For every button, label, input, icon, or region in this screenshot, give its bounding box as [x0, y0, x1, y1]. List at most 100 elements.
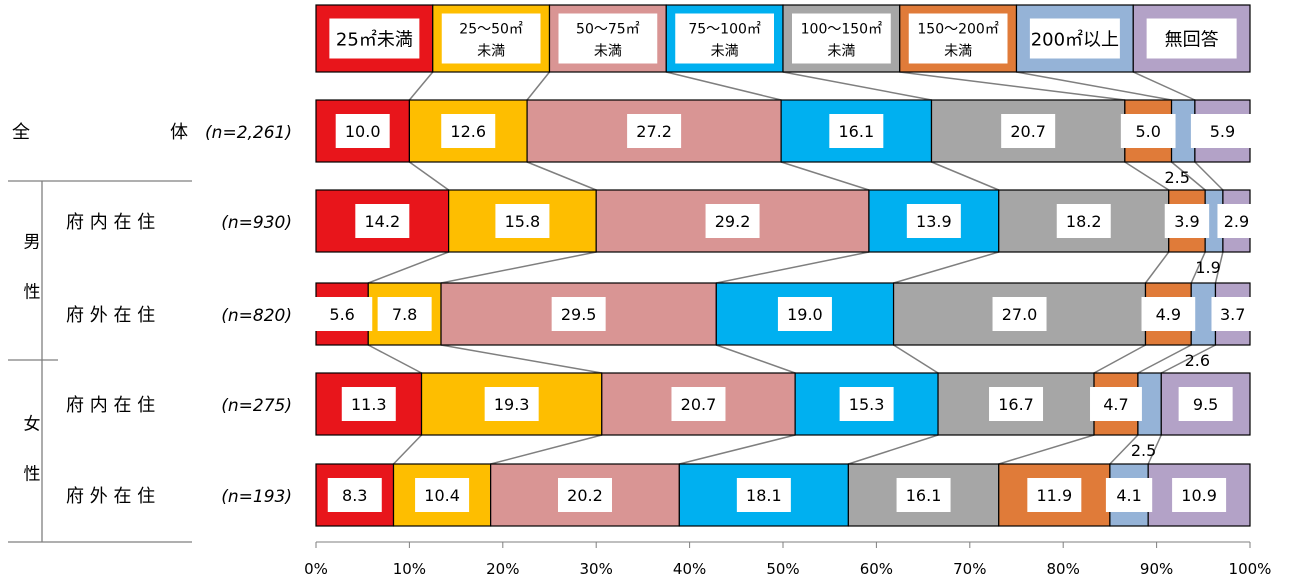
data-label-bg: [312, 297, 373, 331]
data-label-bg: [1105, 478, 1153, 512]
connector-line: [1214, 251, 1224, 284]
connector-line: [931, 161, 1000, 191]
connector-line: [1171, 161, 1206, 191]
row-label: 府 外 在 住: [66, 305, 155, 326]
data-label-bg: [989, 387, 1044, 421]
data-label-bg: [1178, 387, 1233, 421]
data-label: 7.8: [392, 305, 417, 324]
data-label: 4.1: [1116, 486, 1141, 505]
data-label-bg: [1217, 204, 1256, 238]
data-label-bg: [1001, 114, 1056, 148]
data-label: 13.9: [916, 212, 952, 231]
connector-line: [392, 434, 423, 465]
connector-line: [1190, 251, 1206, 284]
legend-label: 25㎡未満: [336, 29, 413, 51]
data-label: 9.5: [1193, 395, 1218, 414]
connector-line: [716, 344, 796, 374]
legend-label-bg: [329, 18, 420, 59]
legend-label: 未満: [827, 44, 855, 60]
legend-label: 未満: [594, 44, 622, 60]
data-label: 2.9: [1224, 212, 1249, 231]
data-label: 11.3: [351, 395, 387, 414]
data-label-bg: [341, 387, 396, 421]
connector-line: [1147, 434, 1162, 465]
legend-label-bg: [1029, 18, 1120, 59]
x-tick-label: 70%: [953, 560, 986, 578]
legend-label: 50～75㎡: [576, 22, 640, 38]
connector-line: [1016, 71, 1172, 101]
data-label-bg: [355, 204, 410, 238]
legend-label: 未満: [711, 44, 739, 60]
x-axis: 0% 10% 20% 30% 40% 50% 60% 70% 80% 90% 100%: [304, 541, 1271, 578]
data-label: 16.7: [998, 395, 1034, 414]
connector-line: [1160, 344, 1216, 374]
data-label: 5.6: [329, 305, 354, 324]
data-label: 3.9: [1174, 212, 1199, 231]
legend-label: 100～150㎡: [801, 22, 882, 38]
row-labels: 全 体 (n=2,261) 府 内 在 住 (n=930) 府 外 在 住 (n=820) 府…: [8, 122, 292, 543]
row-label: 体: [170, 122, 188, 143]
bar-segment: [1160, 372, 1251, 436]
x-tick-label: 0%: [304, 560, 328, 578]
data-label-bg: [896, 478, 951, 512]
legend-label-bg: [1146, 18, 1237, 59]
data-label-bg: [1090, 387, 1142, 421]
connector-line: [408, 161, 450, 191]
bar-segment: [998, 463, 1111, 527]
data-label: 14.2: [365, 212, 401, 231]
data-label-bg: [441, 114, 496, 148]
group-label: 女: [24, 415, 41, 435]
group-label: 男: [24, 233, 41, 253]
data-label: 16.1: [839, 122, 875, 141]
data-label: 20.7: [1010, 122, 1046, 141]
data-label-bg: [1027, 478, 1082, 512]
data-label-bg: [1211, 297, 1254, 331]
data-label: 5.9: [1210, 122, 1235, 141]
data-label: 1.9: [1195, 258, 1220, 277]
data-label: 19.0: [787, 305, 823, 324]
data-label: 11.9: [1037, 486, 1073, 505]
connector-line: [893, 251, 999, 284]
data-label: 15.8: [505, 212, 541, 231]
row-n-label: (n=193): [221, 487, 292, 507]
data-label: 4.7: [1103, 395, 1128, 414]
data-label: 3.7: [1220, 305, 1245, 324]
data-label-bg: [415, 478, 470, 512]
data-label-bg: [327, 478, 382, 512]
legend-label: 無回答: [1165, 30, 1219, 51]
x-tick-label: 60%: [860, 560, 893, 578]
data-label: 2.5: [1164, 168, 1189, 187]
x-tick-label: 30%: [580, 560, 613, 578]
data-label-bg: [627, 114, 682, 148]
row-label: 全: [12, 122, 30, 143]
legend-label-bg: [908, 13, 1008, 64]
data-label-bg: [335, 114, 390, 148]
data-label-bg: [839, 387, 894, 421]
data-label: 2.5: [1131, 441, 1156, 460]
data-label-bg: [377, 297, 432, 331]
row-label: 府 外 在 住: [66, 486, 155, 507]
connector-line: [490, 434, 602, 465]
x-tick-label: 50%: [766, 560, 799, 578]
connector-line: [716, 251, 870, 284]
data-label-bg: [906, 204, 961, 238]
x-tick-label: 90%: [1140, 560, 1173, 578]
connector-line: [1132, 71, 1196, 101]
connector-line: [998, 434, 1095, 465]
bar-segment: [715, 282, 895, 346]
data-label: 8.3: [342, 486, 367, 505]
connector-line: [440, 344, 602, 374]
legend-label: 未満: [477, 44, 505, 60]
legend-label: 75～100㎡: [688, 22, 761, 38]
data-label: 20.7: [681, 395, 717, 414]
data-label: 10.9: [1181, 486, 1217, 505]
legend-label: 未満: [944, 44, 972, 60]
data-labels: 10.0 12.6 27.2 16.1 20.7 5.0 2.5 5.9 14.2 15.8 29.…: [312, 114, 1256, 512]
data-label: 10.0: [345, 122, 381, 141]
legend-label: 200㎡以上: [1031, 29, 1119, 51]
connector-line: [893, 344, 939, 374]
connector-line: [782, 71, 932, 101]
x-tick-label: 20%: [486, 560, 519, 578]
data-label: 29.5: [561, 305, 597, 324]
